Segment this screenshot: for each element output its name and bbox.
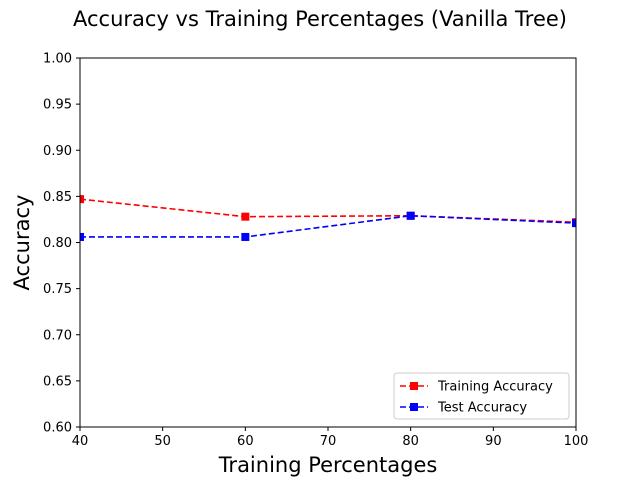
y-tick-label: 0.70 [43, 328, 72, 343]
legend-label: Test Accuracy [437, 401, 527, 416]
y-tick-label: 0.65 [43, 374, 72, 389]
plot-frame [79, 57, 577, 428]
legend-marker [410, 403, 418, 411]
series-2-point [241, 232, 250, 241]
x-tick-label: 50 [154, 434, 171, 449]
legend-label: Training Accuracy [437, 380, 553, 395]
series-1-point [80, 195, 84, 204]
series-1-line [80, 198, 576, 224]
series-group [80, 195, 576, 241]
series-2-point [572, 219, 576, 228]
chart-title: Accuracy vs Training Percentages (Vanill… [73, 7, 567, 31]
y-tick-label: 1.00 [43, 52, 72, 67]
series-2-point [406, 211, 415, 220]
x-tick-label: 70 [320, 434, 337, 449]
legend: Training Accuracy Test Accuracy [393, 372, 570, 420]
x-tick-label: 60 [237, 434, 254, 449]
x-tick-label: 100 [564, 434, 589, 449]
series-2-point [80, 232, 84, 241]
x-tick-label: 80 [402, 434, 419, 449]
series-2-line [80, 214, 576, 238]
y-axis-label: Accuracy [10, 195, 34, 291]
axis-ticks: 40 50 60 70 80 90 100 0.60 0.65 0.70 0.75 0.80 0.85 0… [43, 52, 588, 450]
y-tick-label: 0.80 [43, 236, 72, 251]
y-tick-label: 0.60 [43, 421, 72, 436]
x-axis-label: Training Percentages [218, 453, 438, 477]
x-tick-label: 40 [72, 434, 89, 449]
legend-marker [410, 382, 418, 390]
x-tick-label: 90 [485, 434, 502, 449]
plot-area [80, 195, 576, 241]
legend-box [393, 372, 570, 420]
series-1-point [241, 212, 250, 221]
y-tick-label: 0.95 [43, 98, 72, 113]
y-tick-label: 0.85 [43, 190, 72, 205]
y-tick-label: 0.90 [43, 144, 72, 159]
y-tick-label: 0.75 [43, 282, 72, 297]
